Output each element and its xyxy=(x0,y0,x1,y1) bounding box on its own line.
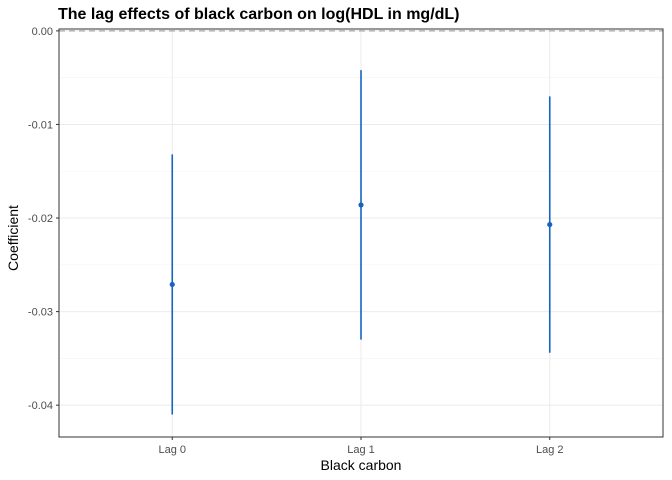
y-tick-label: -0.02 xyxy=(28,213,53,225)
point-estimate xyxy=(169,281,175,288)
y-tick-label: -0.03 xyxy=(28,307,53,319)
chart-title: The lag effects of black carbon on log(H… xyxy=(58,6,460,23)
y-axis-title: Coefficient xyxy=(5,205,21,271)
y-tick-label: -0.04 xyxy=(28,400,53,412)
series-layer xyxy=(169,70,553,415)
point-estimate xyxy=(358,202,364,208)
axis-layer: 0.00 -0.01 -0.02 -0.03 -0.04 Lag 0 Lag 1 Lag 2 xyxy=(28,26,564,456)
x-tick-label: Lag 1 xyxy=(347,444,375,456)
x-axis-title: Black carbon xyxy=(321,457,402,473)
y-tick-label: 0.00 xyxy=(32,26,53,38)
point-estimate xyxy=(547,221,553,228)
y-tick-label: -0.01 xyxy=(28,119,53,131)
x-tick-label: Lag 2 xyxy=(536,444,564,456)
x-tick-label: Lag 0 xyxy=(158,444,186,456)
